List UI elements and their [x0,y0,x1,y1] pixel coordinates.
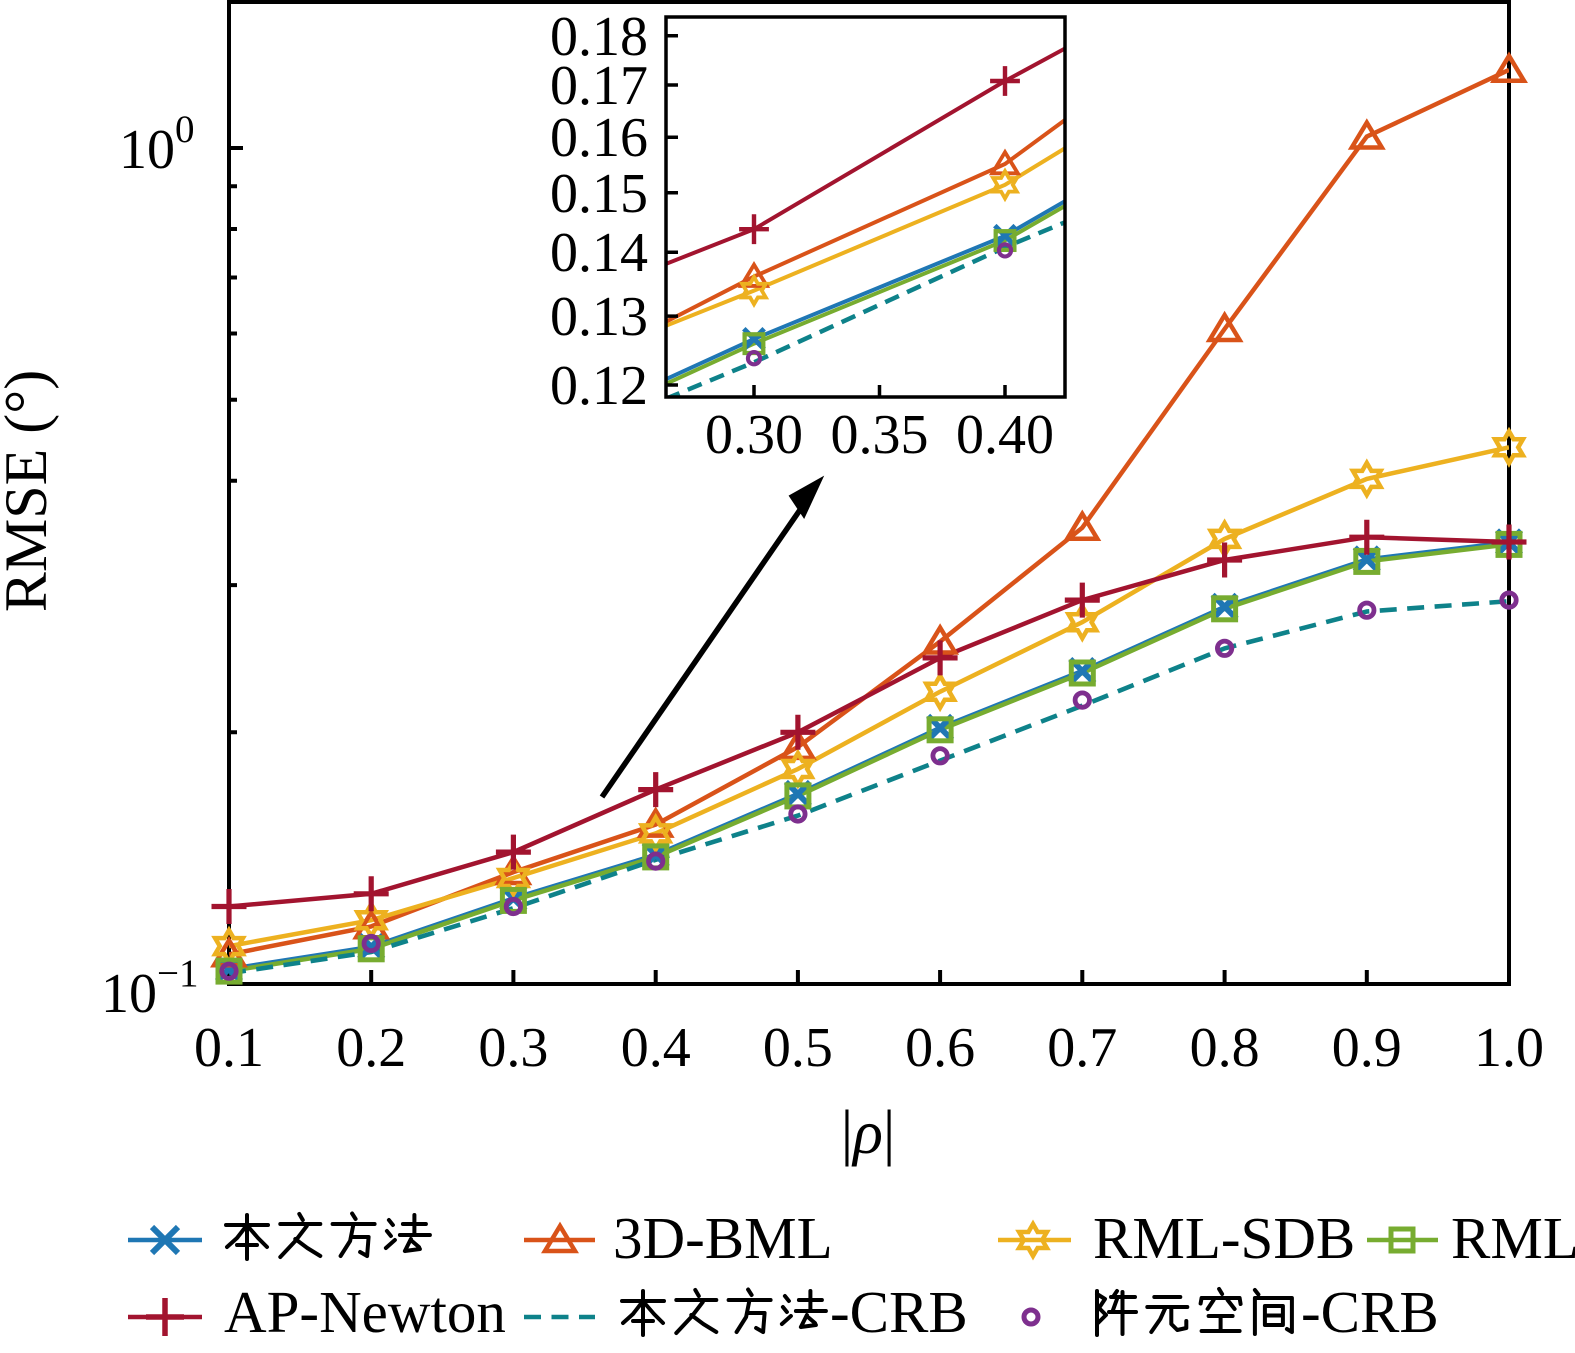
svg-text:0.2: 0.2 [336,1017,406,1079]
svg-text:0.3: 0.3 [478,1017,548,1079]
svg-text:0.9: 0.9 [1332,1017,1402,1079]
svg-text:RML-SDB: RML-SDB [1093,1205,1355,1271]
svg-text:1.0: 1.0 [1474,1017,1544,1079]
svg-text:0.8: 0.8 [1190,1017,1260,1079]
svg-text:0.16: 0.16 [550,107,648,169]
svg-text:0.15: 0.15 [550,163,648,225]
svg-text:0.30: 0.30 [705,404,803,466]
svg-text:-CRB: -CRB [830,1279,968,1345]
svg-text:0.18: 0.18 [550,6,648,68]
svg-text:0.40: 0.40 [956,404,1054,466]
svg-text:|ρ|: |ρ| [841,1099,896,1167]
svg-text:0.35: 0.35 [831,404,929,466]
svg-text:-CRB: -CRB [1301,1279,1439,1345]
svg-text:0.7: 0.7 [1047,1017,1117,1079]
svg-text:0.1: 0.1 [194,1017,264,1079]
svg-text:0.4: 0.4 [621,1017,691,1079]
svg-text:3D-BML: 3D-BML [613,1205,833,1271]
svg-text:0.13: 0.13 [550,286,648,348]
svg-text:0.12: 0.12 [550,355,648,417]
svg-text:0.17: 0.17 [550,55,648,117]
svg-text:0.5: 0.5 [763,1017,833,1079]
svg-text:AP-Newton: AP-Newton [224,1279,506,1345]
svg-text:RMSE (°): RMSE (°) [0,370,59,612]
svg-text:RML: RML [1451,1205,1575,1271]
svg-text:0.6: 0.6 [905,1017,975,1079]
svg-text:0.14: 0.14 [550,222,648,284]
